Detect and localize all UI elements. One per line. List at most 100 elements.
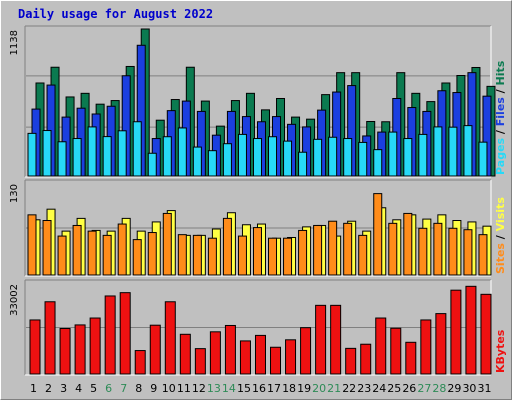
bar-sites-day-23 [358, 234, 368, 276]
bar-kbytes-day-7 [119, 292, 131, 375]
bar-kbytes-day-18 [285, 339, 297, 375]
day-label-28: 28 [432, 382, 446, 395]
bar-kbytes-day-17 [270, 346, 282, 375]
bar-kbytes-day-14 [224, 324, 236, 375]
bar-sites-day-24 [373, 193, 383, 276]
day-label-7: 7 [120, 382, 127, 395]
bar-kbytes-day-19 [300, 327, 312, 375]
bar-pages-day-15 [237, 133, 247, 177]
legend-hits-files-pages: Pages / Files / Hits [494, 60, 507, 175]
bar-pages-day-11 [177, 127, 187, 177]
bar-pages-day-10 [162, 136, 172, 177]
legend-kbytes: KBytes [494, 329, 507, 373]
bar-sites-day-14 [222, 217, 232, 276]
bar-pages-day-25 [388, 131, 398, 177]
bar-kbytes-day-24 [375, 317, 387, 375]
bar-sites-day-11 [177, 234, 187, 276]
bar-kbytes-day-5 [89, 317, 101, 375]
bar-pages-day-12 [192, 146, 202, 177]
bar-kbytes-day-23 [360, 343, 372, 375]
bar-sites-day-3 [57, 235, 67, 276]
bar-kbytes-day-22 [345, 347, 357, 375]
day-label-18: 18 [282, 382, 296, 395]
bar-kbytes-day-16 [254, 334, 266, 375]
legend-part-0: Pages [494, 137, 507, 175]
bar-kbytes-day-6 [104, 295, 116, 375]
bar-kbytes-day-20 [315, 304, 327, 375]
day-label-12: 12 [192, 382, 206, 395]
bar-pages-day-31 [478, 141, 488, 177]
bar-sites-day-13 [207, 237, 217, 276]
bar-sites-day-5 [87, 230, 97, 276]
bar-pages-day-7 [117, 130, 127, 177]
legend-part-2: Files [494, 97, 507, 127]
bar-pages-day-14 [222, 143, 232, 177]
bar-pages-day-23 [358, 141, 368, 177]
bar-kbytes-day-1 [29, 319, 41, 375]
bar-kbytes-day-30 [465, 285, 477, 375]
day-label-13: 13 [207, 382, 221, 395]
bar-sites-day-2 [42, 220, 52, 276]
y-max-label-visits-sites: 130 [9, 184, 20, 203]
bar-pages-day-1 [27, 132, 37, 177]
day-label-16: 16 [252, 382, 266, 395]
bar-kbytes-day-27 [420, 319, 432, 375]
bar-pages-day-19 [298, 151, 308, 177]
day-label-8: 8 [135, 382, 142, 395]
bar-kbytes-day-11 [179, 333, 191, 375]
day-label-24: 24 [372, 382, 386, 395]
bar-pages-day-2 [42, 130, 52, 177]
bar-pages-day-26 [403, 138, 413, 177]
day-label-5: 5 [90, 382, 97, 395]
bar-kbytes-day-28 [435, 313, 447, 375]
bar-pages-day-21 [328, 136, 338, 177]
legend-part-1: / [494, 231, 507, 243]
bar-kbytes-day-3 [59, 328, 71, 375]
day-label-19: 19 [297, 382, 311, 395]
bar-sites-day-26 [403, 212, 413, 276]
bar-pages-day-28 [433, 126, 443, 177]
bar-sites-day-28 [433, 222, 443, 276]
bar-sites-day-25 [388, 222, 398, 276]
day-label-21: 21 [327, 382, 341, 395]
bar-kbytes-day-13 [209, 331, 221, 375]
day-label-25: 25 [387, 382, 401, 395]
bar-sites-day-8 [132, 239, 142, 276]
bar-kbytes-day-2 [44, 301, 56, 375]
day-label-22: 22 [342, 382, 356, 395]
bar-pages-day-22 [343, 138, 353, 177]
day-label-31: 31 [477, 382, 491, 395]
bar-pages-day-5 [87, 126, 97, 177]
legend-visits-sites: Sites / Visits [494, 197, 507, 274]
bar-pages-day-24 [373, 149, 383, 177]
bar-kbytes-day-10 [164, 301, 176, 375]
day-label-11: 11 [177, 382, 191, 395]
bar-sites-day-20 [313, 224, 323, 276]
day-label-3: 3 [60, 382, 67, 395]
bar-kbytes-day-12 [194, 348, 206, 375]
bar-kbytes-day-4 [74, 324, 86, 375]
bar-sites-day-29 [448, 227, 458, 276]
bar-kbytes-day-9 [149, 324, 161, 375]
bar-sites-day-12 [192, 234, 202, 276]
legend-part-1: / [494, 126, 507, 138]
day-label-20: 20 [312, 382, 326, 395]
legend-part-4: Hits [494, 60, 507, 85]
bar-kbytes-day-21 [330, 304, 342, 375]
bar-kbytes-day-29 [450, 289, 462, 375]
day-label-27: 27 [417, 382, 431, 395]
legend-part-0: KBytes [494, 329, 507, 373]
y-max-label-kbytes: 33002 [9, 284, 20, 316]
bar-pages-day-20 [313, 138, 323, 177]
bar-sites-day-15 [237, 235, 247, 276]
bar-sites-day-6 [102, 234, 112, 276]
bar-sites-day-16 [252, 227, 262, 276]
bar-sites-day-31 [478, 234, 488, 276]
legend-part-2: Visits [494, 197, 507, 232]
legend-part-0: Sites [494, 243, 507, 274]
bar-sites-day-9 [147, 232, 157, 276]
day-label-14: 14 [222, 382, 236, 395]
day-label-15: 15 [237, 382, 251, 395]
day-label-23: 23 [357, 382, 371, 395]
